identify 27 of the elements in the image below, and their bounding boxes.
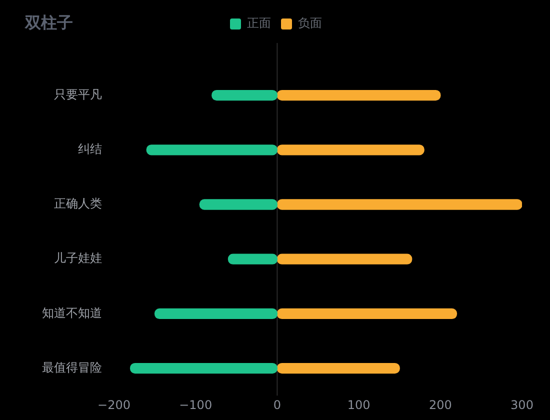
bar [276,362,400,374]
bar [276,199,522,210]
x-tick-label: 300 [510,398,534,412]
legend-label: 正面 [247,16,271,30]
bar [276,90,441,101]
x-tick-label: 200 [428,398,452,412]
y-tick-label: 知道不知道 [42,306,102,320]
bar [199,199,278,210]
bar [212,90,278,101]
y-tick-label: 只要平凡 [54,87,102,102]
bar [276,254,412,264]
y-tick-label: 最值得冒险 [42,360,102,374]
bar [154,308,278,320]
bar [130,362,278,374]
bar [228,254,278,264]
bar [276,308,458,320]
x-tick-label: 100 [347,398,370,412]
chart-title: 双柱子 [25,13,73,34]
x-tick-label: 0 [273,398,282,412]
x-tick-label: −200 [98,398,130,412]
bar [146,144,278,156]
x-tick-label: −100 [179,398,212,412]
y-tick-label: 正确人类 [54,196,102,211]
y-tick-label: 儿子娃娃 [54,251,102,266]
bar [276,144,424,156]
y-tick-label: 纠结 [78,142,102,156]
legend-label: 负面 [298,16,322,30]
